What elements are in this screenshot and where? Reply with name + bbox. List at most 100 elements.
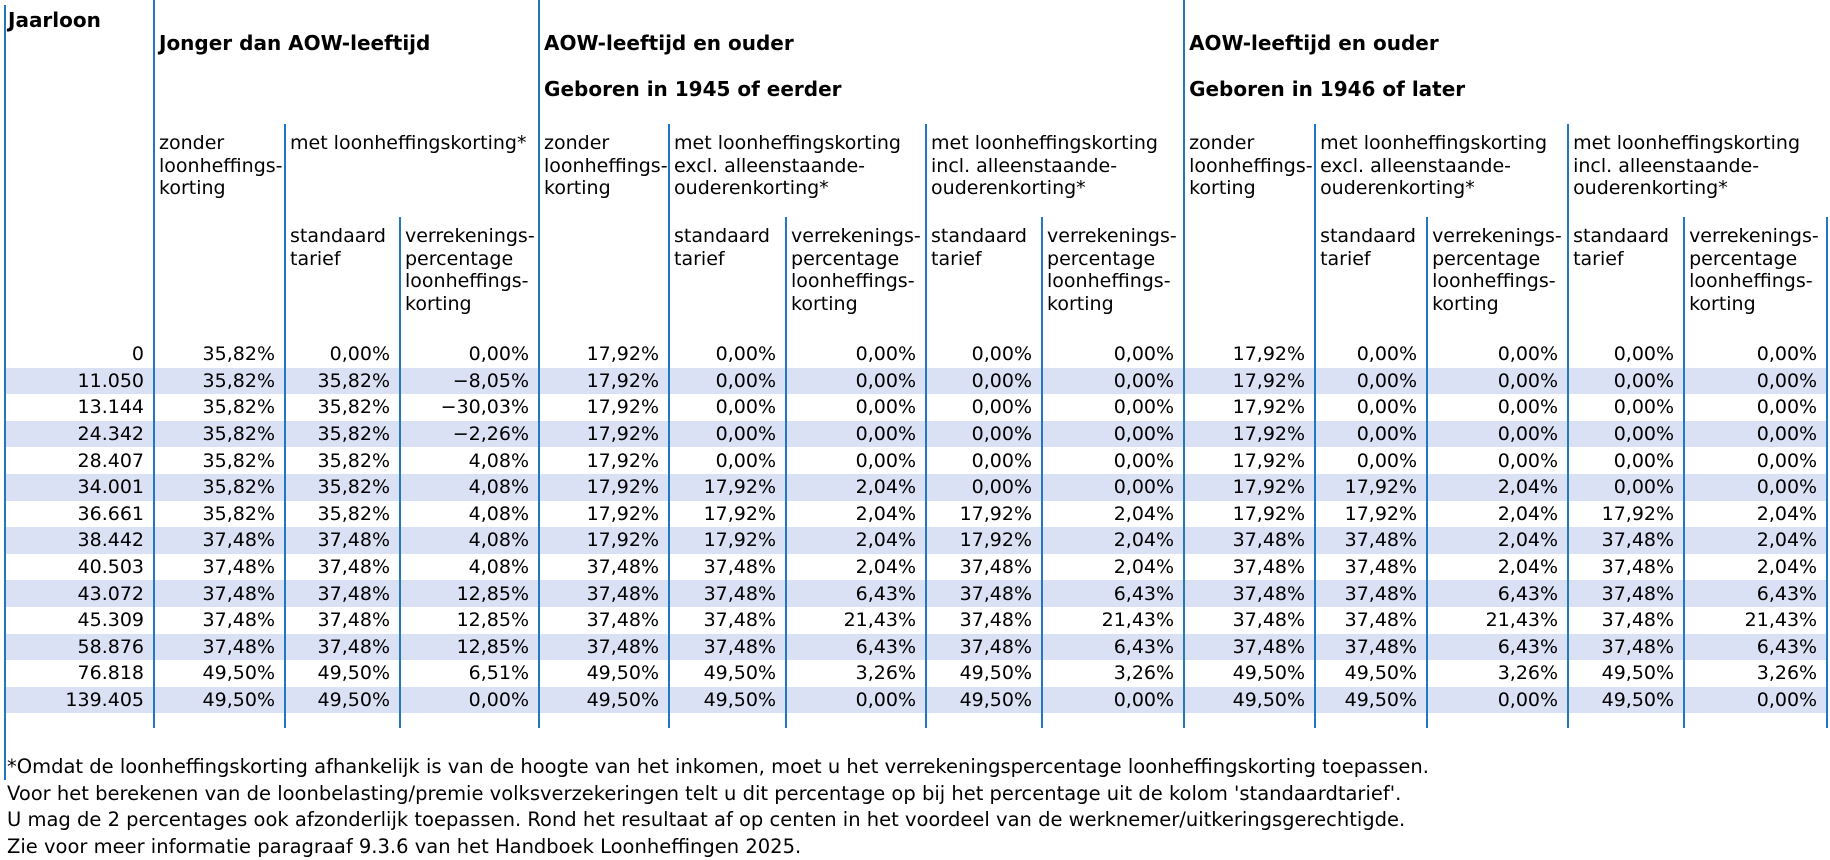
column-header-verrekeningspercentage: verrekenings- percentage loonheffings- k… [1041,217,1185,341]
table-row: 45.309 37,48% 37,48% 12,85% 37,48% 37,48… [4,606,1829,634]
value-cell: −30,03% [398,394,540,421]
column-header-zonder-korting-jonger: zonder loonheffings- korting [153,124,285,341]
value-cell: 37,48% [1567,527,1685,554]
value-cell: 37,48% [284,580,400,607]
value-cell: 37,48% [1183,553,1316,581]
jaarloon-cell: 40.503 [77,556,144,579]
value-cell: 0,00% [1683,686,1829,714]
value-cell: 21,43% [1041,606,1185,634]
table-row: 28.407 35,82% 35,82% 4,08% 17,92% 0,00% … [4,447,1829,474]
value-cell: 37,48% [1183,606,1316,634]
column-header-verrekeningspercentage: verrekenings- percentage loonheffings- k… [785,217,927,341]
value-cell: 0,00% [1041,341,1185,368]
column-header-met-korting-incl-1946: met loonheffingskorting incl. alleenstaa… [1567,124,1828,217]
tail-cell [4,713,154,728]
value-cell: 0,00% [1683,394,1829,421]
value-cell: 0,00% [1567,473,1685,501]
value-cell: 0,00% [925,420,1043,448]
value-cell: 17,92% [1314,473,1428,501]
value-cell: 37,48% [925,606,1043,634]
value-cell: 2,04% [1426,500,1569,528]
value-cell: 17,92% [1183,500,1316,528]
value-cell: 0,00% [925,341,1043,368]
value-cell: 35,82% [153,420,285,448]
value-cell: 2,04% [785,500,927,528]
value-cell: 17,92% [538,473,670,501]
value-cell: 37,48% [1314,580,1428,607]
value-cell: 0,00% [1567,341,1685,368]
value-cell: 17,92% [668,527,787,554]
value-cell: 37,48% [1567,580,1685,607]
value-cell: 49,50% [1314,686,1428,714]
value-cell: 17,92% [1314,500,1428,528]
value-cell: 17,92% [1183,367,1316,395]
value-cell: 49,50% [1183,686,1316,714]
group-header-aow-1945-of-eerder: AOW-leeftijd en ouder Geboren in 1945 of… [538,0,1185,124]
value-cell: 49,50% [925,686,1043,714]
value-cell: 17,92% [538,447,670,474]
column-header-met-korting-excl-1945: met loonheffingskorting excl. alleenstaa… [668,124,927,217]
value-cell: 3,26% [1041,660,1185,687]
table-tail [4,713,1829,729]
value-cell: 49,50% [538,660,670,687]
header-tariff-row: standaard tarief verrekenings- percentag… [4,217,1829,341]
tail-cell [1041,713,1185,729]
value-cell: 2,04% [1683,553,1829,581]
value-cell: 17,92% [538,420,670,448]
table-row: 38.442 37,48% 37,48% 4,08% 17,92% 17,92%… [4,527,1829,554]
tail-cell [1567,713,1685,729]
value-cell: 12,85% [398,633,540,661]
footnote-line: Voor het berekenen van de loonbelasting/… [7,781,1402,805]
value-cell: 3,26% [1683,660,1829,687]
value-cell: 6,43% [785,633,927,661]
column-header-standaardtarief: standaard tarief [284,217,400,341]
value-cell: 0,00% [1683,473,1829,501]
value-cell: 49,50% [668,686,787,714]
value-cell: 37,48% [1314,606,1428,634]
value-cell: 6,43% [1683,580,1829,607]
value-cell: 17,92% [668,500,787,528]
value-cell: 49,50% [1314,660,1428,687]
value-cell: 4,08% [398,500,540,528]
column-header-jaarloon: Jaarloon [8,8,101,32]
value-cell: 6,43% [1041,580,1185,607]
value-cell: 0,00% [1314,420,1428,448]
jaarloon-cell: 24.342 [77,423,144,446]
value-cell: 35,82% [284,367,400,395]
value-cell: 0,00% [1683,420,1829,448]
value-cell: 35,82% [153,367,285,395]
jaarloon-cell: 13.144 [77,396,144,419]
value-cell: 37,48% [538,580,670,607]
value-cell: 37,48% [284,606,400,634]
table-row: 139.405 49,50% 49,50% 0,00% 49,50% 49,50… [4,686,1829,714]
value-cell: 4,08% [398,553,540,581]
group-title: AOW-leeftijd en ouder [1189,31,1439,55]
value-cell: 35,82% [284,447,400,474]
value-cell: 0,00% [785,686,927,714]
tail-cell [1183,713,1316,729]
value-cell: 0,00% [1314,367,1428,395]
value-cell: 35,82% [153,500,285,528]
table-row: 40.503 37,48% 37,48% 4,08% 37,48% 37,48%… [4,553,1829,581]
table-row: 0 35,82% 0,00% 0,00% 17,92% 0,00% 0,00% … [4,341,1829,368]
value-cell: 21,43% [785,606,927,634]
value-cell: −8,05% [398,367,540,395]
jaarloon-cell: 0 [131,343,144,366]
value-cell: 37,48% [153,606,285,634]
value-cell: 2,04% [785,527,927,554]
value-cell: 37,48% [925,633,1043,661]
value-cell: 0,00% [1683,447,1829,474]
value-cell: 17,92% [538,367,670,395]
value-cell: 0,00% [785,394,927,421]
tail-cell [538,713,670,729]
value-cell: 17,92% [1183,447,1316,474]
header-group-row: Jaarloon Jonger dan AOW-leeftijd AOW-lee… [4,0,1828,124]
value-cell: 2,04% [785,473,927,501]
value-cell: 2,04% [1426,527,1569,554]
value-cell: 0,00% [1314,341,1428,368]
tail-cell [1314,713,1428,729]
value-cell: 49,50% [1567,686,1685,714]
value-cell: 37,48% [668,606,787,634]
table-tail-row [4,713,1829,729]
column-header-met-korting-excl-1946: met loonheffingskorting excl. alleenstaa… [1314,124,1569,217]
